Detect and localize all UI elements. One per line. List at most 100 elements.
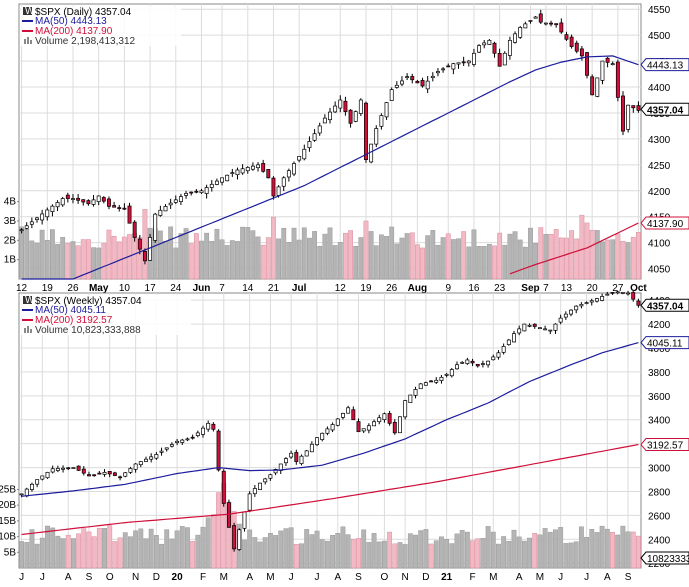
x-tick-label: M	[536, 572, 544, 583]
volume-bar	[55, 244, 60, 280]
x-tick-label: 7	[219, 283, 225, 294]
x-tick-label: 20	[587, 283, 599, 294]
candle-body	[482, 42, 487, 46]
volume-bar	[107, 525, 113, 569]
candle-body	[420, 79, 425, 87]
volume-bar	[260, 244, 266, 280]
candle-body	[615, 291, 620, 294]
candle-body	[163, 206, 168, 212]
last-value-tag: 10823333	[640, 551, 689, 565]
volume-bar	[456, 238, 461, 280]
candle-body	[19, 229, 24, 232]
y-tick-label: 4100	[648, 239, 671, 250]
candle-body	[574, 305, 579, 311]
volume-bar	[481, 246, 487, 280]
candle-body	[149, 456, 154, 460]
volume-bar	[288, 527, 294, 569]
x-tick-label: 12	[16, 283, 28, 294]
volume-bar	[204, 232, 210, 280]
volume-bar	[480, 538, 486, 569]
volume-tick-label: 1B	[4, 255, 17, 266]
volume-bar	[348, 230, 353, 280]
candle-body	[185, 438, 190, 441]
volume-bar	[579, 214, 585, 280]
volume-bar	[373, 245, 379, 280]
candle-body	[317, 125, 322, 134]
volume-bar	[273, 535, 279, 569]
daily-legend: W $SPX (Daily) 4357.04 MA(50) 4443.13 MA…	[21, 6, 181, 47]
volume-bar	[76, 533, 82, 569]
volume-bar	[257, 541, 263, 569]
candle-body	[206, 422, 211, 430]
volume-bar	[435, 244, 441, 280]
volume-tick-label: 3B	[4, 216, 17, 227]
last-value-tag-box	[640, 58, 689, 72]
weekly-title-text: $SPX (Weekly) 4357.04	[35, 296, 142, 307]
candle-body	[480, 363, 485, 365]
volume-bar	[70, 241, 76, 280]
volume-bar	[589, 229, 595, 280]
volume-bar	[65, 242, 71, 280]
candle-body	[35, 479, 40, 485]
volume-bar	[219, 239, 225, 280]
daily-candles	[19, 9, 641, 265]
candle-body	[178, 196, 183, 203]
volume-bar	[188, 243, 194, 280]
y-tick-label: 4250	[648, 161, 671, 172]
weekly-grid	[19, 293, 641, 568]
volume-bar	[81, 528, 87, 569]
candle-body	[168, 202, 173, 206]
candle-body	[325, 428, 330, 434]
candle-body	[190, 436, 195, 439]
volume-bar	[486, 243, 492, 280]
candle-body	[549, 22, 553, 25]
volume-bar	[507, 233, 513, 280]
volume-bar	[414, 244, 420, 280]
last-value-tag-box	[640, 551, 689, 565]
candle-body	[377, 417, 382, 423]
volume-bar	[387, 531, 393, 569]
volume-bar	[363, 220, 369, 280]
candle-body	[333, 105, 338, 113]
candle-body	[235, 169, 240, 176]
candle-body	[610, 63, 615, 66]
candle-body	[159, 450, 164, 453]
last-value-tag-box	[640, 298, 689, 312]
volume-bar	[91, 536, 97, 569]
candle-body	[553, 323, 558, 331]
candle-body	[65, 194, 70, 199]
volume-bar	[45, 525, 50, 569]
candle-body	[24, 488, 29, 497]
candle-body	[361, 428, 366, 432]
last-value-tag: 3192.57	[640, 438, 689, 452]
volume-bar	[615, 534, 621, 569]
volume-bar	[19, 541, 25, 569]
candle-body	[209, 183, 214, 188]
volume-bar	[409, 232, 415, 280]
volume-bar	[276, 238, 282, 280]
volume-bar	[193, 233, 199, 280]
candle-body	[247, 493, 252, 511]
x-tick-label: F	[469, 572, 475, 583]
volume-bar	[250, 230, 256, 280]
volume-bar	[29, 240, 35, 280]
volume-bar	[407, 533, 413, 569]
candle-body	[107, 470, 112, 475]
candle-body	[258, 482, 262, 490]
volume-bar	[497, 232, 503, 280]
volume-bar	[439, 536, 444, 569]
last-value-tag-text: 3192.57	[647, 441, 684, 452]
candle-body	[169, 444, 174, 447]
volume-bar	[449, 543, 455, 569]
candle-body	[24, 225, 29, 229]
volume-bar	[511, 529, 517, 569]
volume-bar	[485, 526, 491, 569]
candle-body	[107, 198, 111, 207]
volume-bar	[50, 229, 55, 280]
daily-volume-bars	[19, 209, 641, 280]
candle-body	[299, 455, 304, 465]
volume-bar	[358, 237, 364, 280]
candle-body	[175, 440, 180, 443]
volume-bar	[501, 536, 507, 569]
